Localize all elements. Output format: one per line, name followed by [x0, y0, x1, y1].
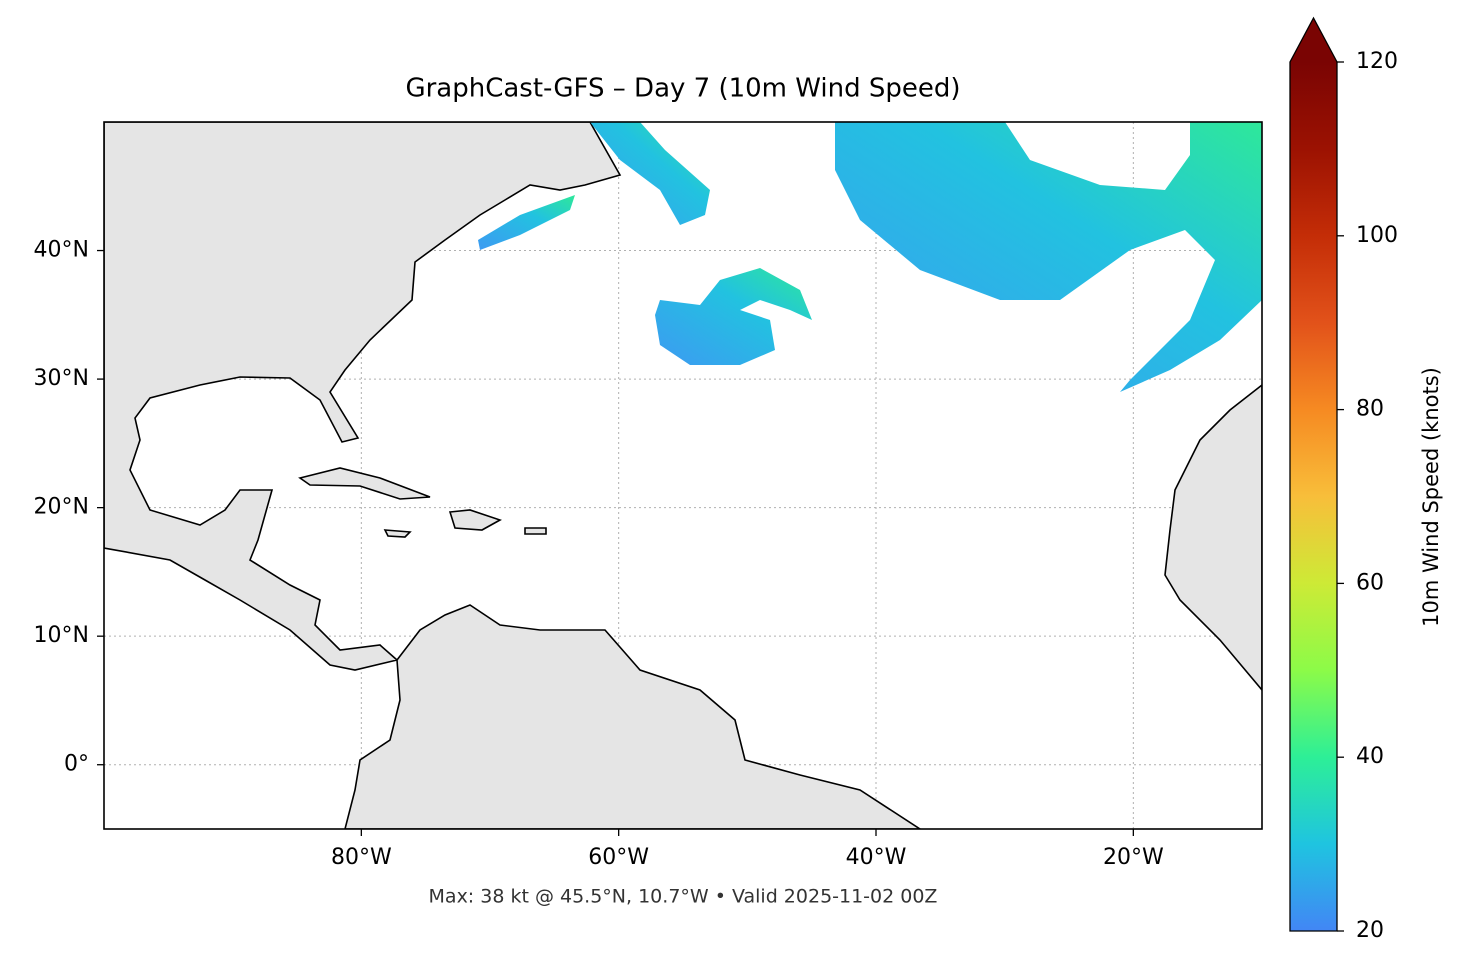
south-america — [344, 604, 922, 829]
jamaica — [383, 529, 412, 538]
plot-frame — [103, 121, 1263, 830]
y-tick-label: 40°N — [34, 238, 89, 263]
x-tick-label: 20°W — [1103, 845, 1164, 870]
y-tick-label: 10°N — [34, 623, 89, 648]
africa — [1164, 383, 1262, 692]
colorbar-extend — [1290, 18, 1337, 62]
wind-area — [590, 122, 710, 225]
puerto-rico — [524, 527, 547, 535]
y-tick-label: 30°N — [34, 366, 89, 391]
colorbar-tick-label: 100 — [1356, 223, 1398, 248]
y-tick-label: 0° — [64, 752, 89, 777]
colorbar-frame — [1289, 16, 1338, 932]
x-tick-label: 80°W — [331, 845, 392, 870]
colorbar-label: 10m Wind Speed (knots) — [1419, 367, 1443, 627]
colorbar-tick-label: 40 — [1356, 744, 1384, 769]
colorbar-tick-label: 60 — [1356, 570, 1384, 595]
chart-title: GraphCast-GFS – Day 7 (10m Wind Speed) — [405, 74, 960, 104]
wind-area — [835, 122, 1262, 392]
north-america — [104, 122, 622, 671]
wind-area — [655, 268, 812, 365]
wind-area — [478, 195, 575, 250]
x-tick-label: 40°W — [846, 845, 907, 870]
map-layer — [104, 122, 1262, 829]
colorbar-tick-label: 80 — [1356, 397, 1384, 422]
colorbar-tick-label: 20 — [1356, 918, 1384, 943]
colorbar-tick-label: 120 — [1356, 49, 1398, 74]
x-tick-label: 60°W — [588, 845, 649, 870]
y-tick-label: 20°N — [34, 495, 89, 520]
hispaniola — [448, 509, 502, 531]
cuba — [298, 467, 431, 500]
footnote: Max: 38 kt @ 45.5°N, 10.7°W • Valid 2025… — [429, 886, 938, 908]
colorbar — [1290, 62, 1337, 931]
